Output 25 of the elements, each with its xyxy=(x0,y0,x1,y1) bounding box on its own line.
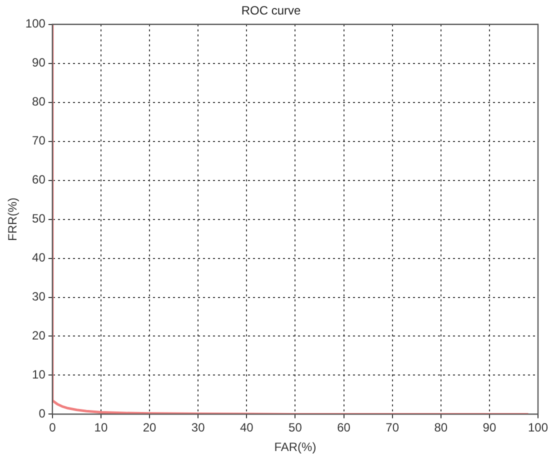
x-tick-label: 40 xyxy=(240,420,254,435)
x-tick-label: 60 xyxy=(337,420,351,435)
chart-title: ROC curve xyxy=(241,4,301,18)
y-tick-label: 0 xyxy=(38,406,46,421)
y-tick-label: 30 xyxy=(32,290,46,304)
x-tick-label: 20 xyxy=(142,420,157,435)
x-tick-label: 90 xyxy=(482,420,496,435)
y-tick-label: 90 xyxy=(32,56,46,70)
y-tick-label: 50 xyxy=(32,212,46,226)
y-tick-label: 40 xyxy=(32,250,46,265)
y-axis-title: FRR(%) xyxy=(6,198,20,241)
y-tick-label: 100 xyxy=(25,16,46,31)
x-tick-label: 50 xyxy=(288,420,302,435)
x-tick-label: 30 xyxy=(191,420,206,435)
x-tick-label: 100 xyxy=(528,420,548,435)
x-axis-title: FAR(%) xyxy=(274,440,316,454)
x-tick-label: 0 xyxy=(49,420,56,435)
y-tick-label: 80 xyxy=(32,94,46,109)
x-tick-label: 10 xyxy=(94,420,108,435)
y-tick-label: 20 xyxy=(32,328,46,343)
x-tick-label: 80 xyxy=(434,420,448,435)
y-tick-label: 60 xyxy=(32,172,46,187)
y-tick-label: 70 xyxy=(32,134,46,148)
y-tick-label: 10 xyxy=(32,368,46,382)
x-tick-label: 70 xyxy=(386,420,400,435)
